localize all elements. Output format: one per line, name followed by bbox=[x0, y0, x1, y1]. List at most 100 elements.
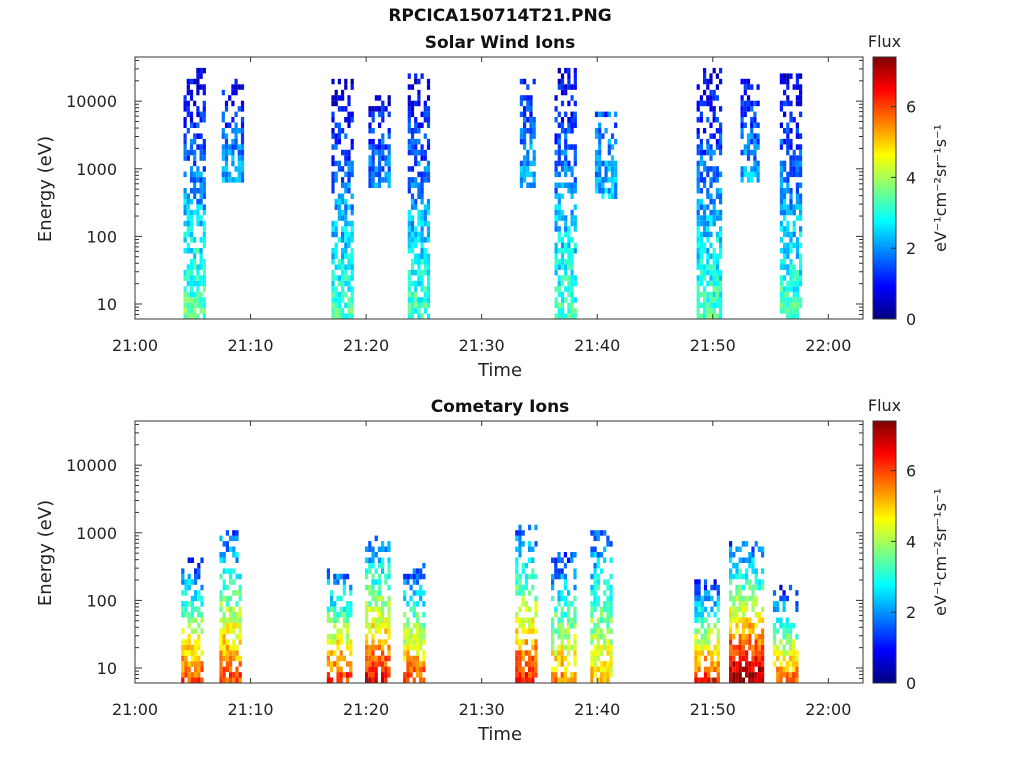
flux-cell bbox=[221, 117, 225, 123]
flux-cell bbox=[772, 661, 777, 667]
flux-cell bbox=[570, 557, 574, 563]
flux-cell bbox=[567, 313, 571, 319]
flux-cell bbox=[528, 573, 532, 580]
flux-cell bbox=[789, 280, 793, 287]
flux-cell bbox=[748, 677, 752, 683]
flux-cell bbox=[336, 644, 340, 651]
flux-cell bbox=[350, 286, 354, 292]
flux-cell bbox=[534, 672, 538, 678]
flux-cell bbox=[190, 595, 194, 602]
flux-cell bbox=[748, 666, 752, 673]
flux-cell bbox=[703, 149, 707, 156]
flux-cell bbox=[426, 177, 431, 183]
flux-cell bbox=[515, 661, 519, 667]
flux-cell bbox=[350, 84, 354, 90]
flux-cell bbox=[776, 601, 780, 607]
flux-cell bbox=[347, 259, 351, 265]
flux-cell bbox=[551, 666, 555, 673]
flux-cell bbox=[200, 650, 204, 656]
flux-cell bbox=[235, 573, 239, 580]
flux-cell bbox=[187, 666, 191, 673]
flux-cell bbox=[341, 215, 345, 221]
flux-cell bbox=[761, 666, 765, 673]
flux-cell bbox=[387, 144, 391, 150]
flux-cell bbox=[238, 628, 242, 634]
flux-cell bbox=[196, 89, 200, 96]
flux-cell bbox=[381, 100, 385, 107]
flux-cell bbox=[738, 644, 742, 651]
flux-cell bbox=[593, 530, 597, 536]
flux-cell bbox=[590, 530, 594, 536]
flux-cell bbox=[181, 601, 185, 607]
flux-cell bbox=[697, 612, 701, 618]
flux-cell bbox=[336, 573, 340, 580]
flux-cell bbox=[200, 612, 204, 618]
flux-cell bbox=[694, 617, 698, 623]
flux-cell bbox=[741, 573, 745, 580]
flux-cell bbox=[341, 264, 345, 270]
flux-cell bbox=[756, 122, 760, 128]
flux-cell bbox=[529, 122, 533, 128]
flux-cell bbox=[374, 666, 378, 673]
flux-cell bbox=[526, 84, 530, 90]
flux-cell bbox=[331, 226, 335, 232]
flux-cell bbox=[515, 573, 519, 580]
flux-cell bbox=[528, 650, 532, 656]
flux-cell bbox=[231, 149, 235, 156]
flux-cell bbox=[336, 672, 340, 678]
flux-cell bbox=[184, 666, 188, 673]
figure-file-title: RPCICA150714T21.PNG bbox=[388, 6, 612, 26]
flux-cell bbox=[716, 639, 720, 645]
flux-cell bbox=[420, 122, 424, 128]
flux-cell bbox=[371, 655, 375, 662]
flux-cell bbox=[420, 209, 424, 216]
flux-cell bbox=[735, 584, 739, 591]
flux-cell bbox=[406, 601, 410, 607]
flux-cell bbox=[384, 579, 388, 585]
flux-cell bbox=[377, 590, 381, 596]
flux-cell bbox=[336, 639, 340, 645]
flux-cell bbox=[415, 644, 420, 651]
flux-cell bbox=[368, 628, 372, 634]
flux-cell bbox=[410, 242, 415, 249]
flux-cell bbox=[748, 623, 752, 629]
flux-cell bbox=[219, 677, 223, 683]
flux-cell bbox=[779, 650, 783, 656]
flux-cell bbox=[371, 677, 375, 683]
flux-cell bbox=[342, 672, 346, 678]
flux-cell bbox=[524, 584, 528, 591]
flux-cell bbox=[610, 160, 615, 167]
flux-cell bbox=[349, 650, 353, 656]
flux-cell bbox=[419, 573, 423, 580]
flux-cell bbox=[231, 160, 235, 167]
flux-cell bbox=[222, 568, 226, 574]
flux-cell bbox=[423, 204, 427, 210]
flux-cell bbox=[786, 242, 790, 249]
flux-cell bbox=[197, 655, 201, 662]
flux-cell bbox=[738, 677, 742, 683]
flux-cell bbox=[560, 639, 564, 645]
flux-cell bbox=[567, 661, 571, 667]
flux-cell bbox=[700, 612, 704, 618]
flux-cell bbox=[614, 171, 618, 178]
flux-cell bbox=[406, 650, 410, 656]
flux-cell bbox=[196, 215, 200, 221]
flux-cell bbox=[748, 628, 752, 634]
flux-cell bbox=[333, 579, 337, 585]
flux-cell bbox=[776, 617, 780, 623]
flux-cell bbox=[219, 666, 223, 673]
flux-cell bbox=[326, 633, 330, 640]
flux-cell bbox=[715, 177, 719, 183]
flux-cell bbox=[231, 89, 235, 96]
flux-cell bbox=[219, 650, 223, 656]
flux-cell bbox=[384, 573, 388, 580]
flux-cell bbox=[754, 623, 758, 629]
flux-cell bbox=[699, 198, 703, 205]
flux-cell bbox=[795, 280, 799, 287]
flux-cell bbox=[598, 155, 602, 161]
flux-cell bbox=[799, 84, 803, 90]
flux-cell bbox=[407, 291, 411, 298]
flux-cell bbox=[181, 661, 185, 667]
flux-cell bbox=[601, 193, 605, 199]
flux-cell bbox=[225, 644, 229, 651]
